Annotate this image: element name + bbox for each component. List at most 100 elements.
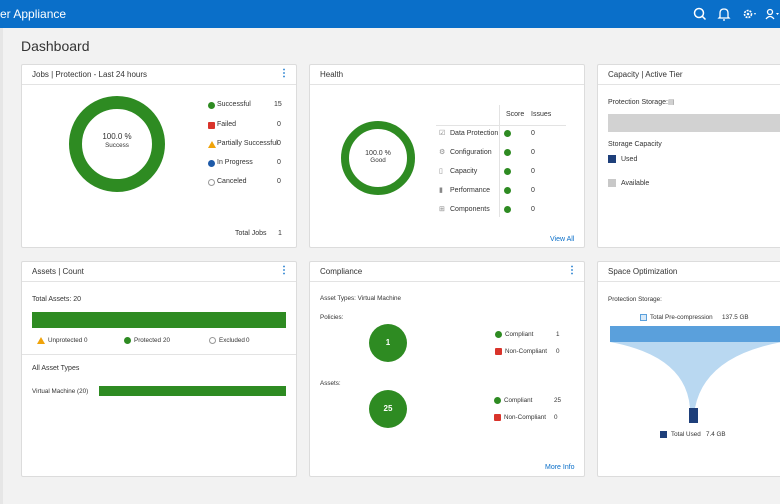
assets-card: Assets | Count ⋮ Total Assets: 20 Unprot… xyxy=(21,261,297,477)
jobs-row-label[interactable]: In Progress xyxy=(217,159,253,166)
jobs-row-value: 0 xyxy=(277,121,281,128)
policy-noncompliant-label[interactable]: Non-Compliant xyxy=(505,348,547,355)
compliance-card-header: Compliance ⋮ xyxy=(310,262,584,282)
health-row-issues: 0 xyxy=(531,168,535,175)
policies-count-circle: 1 xyxy=(369,324,407,362)
asset-compliant-label[interactable]: Compliant xyxy=(504,397,533,404)
non-compliant-icon xyxy=(495,348,502,355)
asset-noncompliant-label[interactable]: Non-Compliant xyxy=(504,414,546,421)
jobs-row-value: 15 xyxy=(274,101,282,108)
warning-icon xyxy=(208,141,216,148)
total-assets-label: Total Assets: 20 xyxy=(32,296,82,303)
search-icon[interactable] xyxy=(692,6,708,22)
policy-noncompliant-value: 0 xyxy=(556,348,560,355)
health-card: Health 100.0 % Good Score Issues ☑ Data … xyxy=(309,64,585,248)
compliant-icon xyxy=(494,397,501,404)
more-options-icon[interactable]: ⋮ xyxy=(279,68,289,79)
protected-label: Protected xyxy=(134,337,161,344)
score-ok-icon xyxy=(504,206,511,213)
in-progress-icon xyxy=(208,160,215,167)
protection-storage-label: Protection Storage: xyxy=(608,296,662,303)
used-label: Used xyxy=(621,156,638,163)
chart-icon: ▮ xyxy=(439,187,443,194)
shield-icon: ☑ xyxy=(439,130,446,137)
excluded-label: Excluded xyxy=(219,337,245,344)
jobs-row-value: 0 xyxy=(277,140,281,147)
unprotected-icon xyxy=(37,337,45,344)
health-card-title: Health xyxy=(320,70,344,79)
more-options-icon[interactable]: ⋮ xyxy=(279,265,289,276)
protection-storage-label: Protection Storage: xyxy=(608,99,668,106)
jobs-card-header: Jobs | Protection - Last 24 hours ⋮ xyxy=(22,65,296,85)
jobs-row-label[interactable]: Partially Successful xyxy=(217,140,278,147)
score-ok-icon xyxy=(504,187,511,194)
pre-compression-value: 137.5 GB xyxy=(722,314,749,321)
success-icon xyxy=(208,102,215,109)
asset-noncompliant-value: 0 xyxy=(554,414,558,421)
health-row-label[interactable]: Components xyxy=(450,206,490,213)
pre-compression-swatch xyxy=(640,314,647,321)
jobs-donut-label: Success xyxy=(105,142,129,149)
health-donut-label: Good xyxy=(370,157,386,164)
score-ok-icon xyxy=(504,130,511,137)
jobs-donut-percent: 100.0 % xyxy=(102,132,132,141)
health-card-header: Health xyxy=(310,65,584,85)
excluded-value: 0 xyxy=(246,337,250,344)
space-optimization-card: Space Optimization Protection Storage: T… xyxy=(597,261,780,477)
asset-type-label[interactable]: Virtual Machine (20) xyxy=(32,388,89,395)
assets-card-title: Assets | Count xyxy=(32,267,84,276)
more-options-icon[interactable]: ⋮ xyxy=(567,265,577,276)
component-icon: ⊞ xyxy=(439,206,445,213)
divider xyxy=(22,354,296,355)
space-card-header: Space Optimization xyxy=(598,262,780,282)
total-jobs-value: 1 xyxy=(278,230,282,237)
jobs-row-label[interactable]: Successful xyxy=(217,101,251,108)
assets-count-circle: 25 xyxy=(369,390,407,428)
protected-icon xyxy=(124,337,131,344)
table-divider xyxy=(436,125,566,126)
health-row-issues: 0 xyxy=(531,187,535,194)
space-funnel xyxy=(610,326,780,423)
jobs-card-title: Jobs | Protection - Last 24 hours xyxy=(32,70,148,79)
asset-compliant-value: 25 xyxy=(554,397,562,404)
policies-label: Policies: xyxy=(320,314,344,321)
policy-compliant-label[interactable]: Compliant xyxy=(505,331,534,338)
jobs-row-label[interactable]: Canceled xyxy=(217,178,247,185)
storage-icon: ▤ xyxy=(668,99,675,106)
app-title: er Appliance xyxy=(0,7,67,21)
compliance-card-title: Compliance xyxy=(320,267,363,276)
assets-bar xyxy=(32,312,286,328)
more-info-link[interactable]: More Info xyxy=(545,464,575,471)
capacity-card: Capacity | Active Tier Protection Storag… xyxy=(597,64,780,248)
health-row-label[interactable]: Data Protection xyxy=(450,130,499,137)
compliance-card: Compliance ⋮ Asset Types: Virtual Machin… xyxy=(309,261,585,477)
health-donut-percent: 100.0 % xyxy=(365,150,391,157)
health-row-label[interactable]: Performance xyxy=(450,187,491,194)
storage-capacity-heading: Storage Capacity xyxy=(608,141,662,148)
asset-types-label: Asset Types: Virtual Machine xyxy=(320,295,401,302)
score-header: Score xyxy=(506,111,525,118)
health-row-label[interactable]: Configuration xyxy=(450,149,492,156)
table-divider xyxy=(499,105,500,217)
capacity-bar xyxy=(608,114,780,132)
score-ok-icon xyxy=(504,149,511,156)
non-compliant-icon xyxy=(494,414,501,421)
total-used-value: 7.4 GB xyxy=(706,431,726,438)
health-row-label[interactable]: Capacity xyxy=(450,168,478,175)
capacity-card-title: Capacity | Active Tier xyxy=(608,70,683,79)
available-label: Available xyxy=(621,180,650,187)
bell-icon[interactable] xyxy=(716,6,732,22)
health-row-issues: 0 xyxy=(531,130,535,137)
asset-type-bar[interactable] xyxy=(99,386,286,396)
available-swatch xyxy=(608,179,616,187)
score-ok-icon xyxy=(504,168,511,175)
gear-icon[interactable] xyxy=(741,6,757,22)
total-jobs-label: Total Jobs xyxy=(235,230,267,237)
jobs-row-value: 0 xyxy=(277,159,281,166)
jobs-row-label[interactable]: Failed xyxy=(217,121,237,128)
user-icon[interactable] xyxy=(764,6,780,22)
total-used-swatch xyxy=(660,431,667,438)
sidebar-edge xyxy=(0,28,3,504)
gear-icon: ⚙ xyxy=(439,149,446,156)
view-all-link[interactable]: View All xyxy=(550,236,575,243)
